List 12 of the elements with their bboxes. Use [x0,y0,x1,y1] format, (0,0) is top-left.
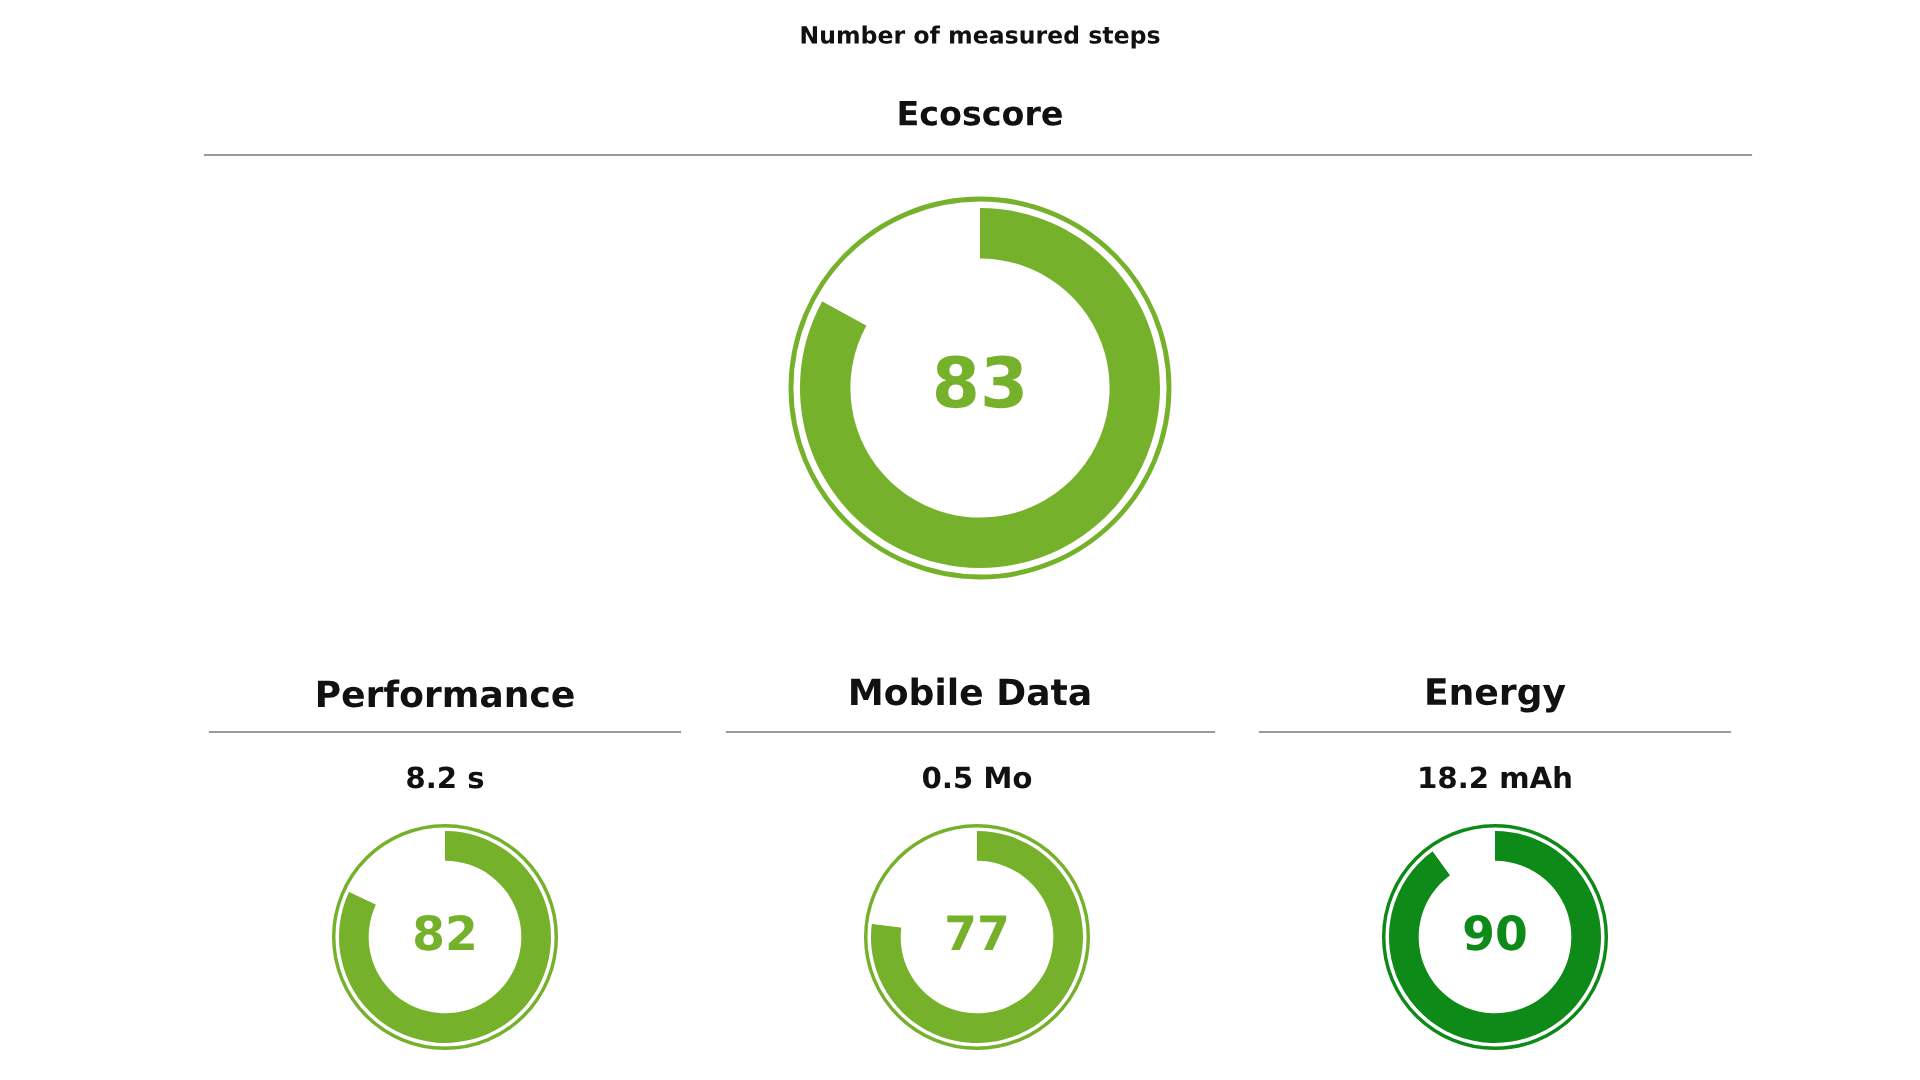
chart-subtitle: 0.5 Mo [922,766,1032,789]
chart-title: Mobile Data [851,677,1090,706]
data-label: 82 [415,914,474,951]
chart-subtitle: 18.2 mAh [1420,765,1571,789]
chart-title: Ecoscore [899,100,1062,126]
data-label: 83 [935,355,1023,409]
data-label: 90 [1464,914,1526,951]
chart-subtitle: 8.2 s [407,766,484,789]
chart-title: Performance [317,679,574,708]
text: Number of measured steps [801,25,1160,49]
chart-title: Energy [1427,678,1566,713]
data-label: 77 [947,915,1007,951]
